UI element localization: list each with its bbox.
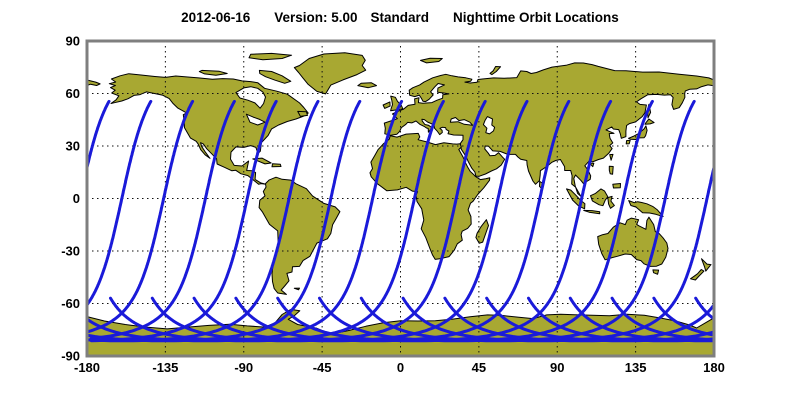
x-tick-label: 0 bbox=[397, 360, 404, 375]
orbit-track bbox=[443, 296, 715, 343]
orbit-track bbox=[652, 296, 714, 337]
land-mindanao bbox=[612, 183, 621, 189]
orbit-track bbox=[610, 296, 712, 342]
x-tick-label: -45 bbox=[313, 360, 332, 375]
land-iceland bbox=[357, 82, 377, 89]
orbit-track bbox=[86, 99, 195, 333]
x-tick-label: -180 bbox=[74, 360, 100, 375]
orbit-track bbox=[86, 99, 111, 169]
title-date: 2012-06-16 bbox=[181, 10, 251, 25]
land-greenland bbox=[293, 52, 367, 95]
land-chukotka-wrap bbox=[86, 79, 101, 86]
orbit-tracks bbox=[86, 99, 715, 343]
orbit-track bbox=[276, 99, 613, 343]
orbit-track bbox=[89, 99, 236, 340]
land-tasmania bbox=[652, 269, 660, 275]
x-axis-labels: -180 -135 -90 -45 0 45 90 135 180 bbox=[74, 360, 725, 375]
land-newfoundland bbox=[297, 110, 308, 117]
orbit-track bbox=[192, 99, 529, 343]
orbit-track bbox=[86, 99, 362, 343]
orbit-track bbox=[234, 99, 571, 343]
x-tick-label: 135 bbox=[625, 360, 647, 375]
orbit-track bbox=[694, 296, 715, 321]
land-madagascar bbox=[475, 219, 489, 244]
orbit-track bbox=[86, 99, 404, 343]
land-java bbox=[583, 209, 601, 215]
orbit-track bbox=[318, 99, 654, 343]
land-new-zealand-north bbox=[701, 258, 712, 272]
y-tick-label: 60 bbox=[66, 86, 80, 101]
orbit-track bbox=[568, 296, 715, 343]
orbit-track bbox=[89, 99, 278, 343]
y-tick-label: -90 bbox=[61, 349, 80, 364]
plot-title: 2012-06-16 Version: 5.00 Standard Nighttime… bbox=[0, 10, 800, 25]
orbit-track bbox=[150, 99, 487, 343]
land-new-zealand-south bbox=[690, 269, 705, 281]
land-hispaniola bbox=[271, 163, 282, 168]
x-tick-label: -90 bbox=[234, 360, 253, 375]
orbit-track bbox=[86, 99, 153, 306]
land-victoria-island bbox=[198, 69, 228, 76]
orbit-track bbox=[359, 99, 696, 343]
land-falkland-islands bbox=[293, 287, 300, 291]
y-axis-labels: 90 60 30 0 -30 -60 -90 bbox=[61, 34, 80, 364]
title-version: Version: 5.00 bbox=[274, 10, 358, 25]
title-text: Nighttime Orbit Locations bbox=[453, 10, 619, 25]
land-africa bbox=[369, 132, 491, 260]
land-ireland bbox=[382, 101, 391, 109]
lake-great-lakes bbox=[245, 113, 266, 126]
x-tick-label: -135 bbox=[152, 360, 178, 375]
y-tick-label: 30 bbox=[66, 139, 80, 154]
land-luzon bbox=[608, 165, 614, 175]
land-borneo bbox=[590, 188, 609, 207]
lake-black-sea bbox=[449, 117, 474, 126]
land-new-guinea bbox=[628, 200, 664, 217]
y-tick-label: 90 bbox=[66, 34, 80, 49]
land-south-america bbox=[258, 176, 341, 295]
y-tick-label: 0 bbox=[73, 191, 80, 206]
land-novaya-zemlya bbox=[489, 66, 502, 76]
plot-frame bbox=[85, 39, 716, 358]
title-mode: Standard bbox=[370, 10, 430, 25]
land-taiwan bbox=[609, 153, 614, 161]
land-baffin-island bbox=[258, 69, 292, 84]
lake-caspian-sea bbox=[482, 116, 496, 135]
orbit-track bbox=[109, 99, 445, 343]
x-tick-label: 90 bbox=[550, 360, 564, 375]
land-hokkaido bbox=[644, 118, 655, 125]
x-tick-label: 45 bbox=[472, 360, 486, 375]
x-tick-label: 180 bbox=[703, 360, 725, 375]
orbit-track bbox=[86, 99, 320, 343]
land-eurasia bbox=[383, 62, 715, 197]
land-kyushu bbox=[625, 139, 631, 145]
y-tick-label: -30 bbox=[61, 244, 80, 259]
land-svalbard bbox=[420, 57, 443, 64]
land-sulawesi bbox=[607, 195, 615, 209]
y-tick-label: -60 bbox=[61, 296, 80, 311]
land-ellesmere-island bbox=[248, 52, 293, 61]
